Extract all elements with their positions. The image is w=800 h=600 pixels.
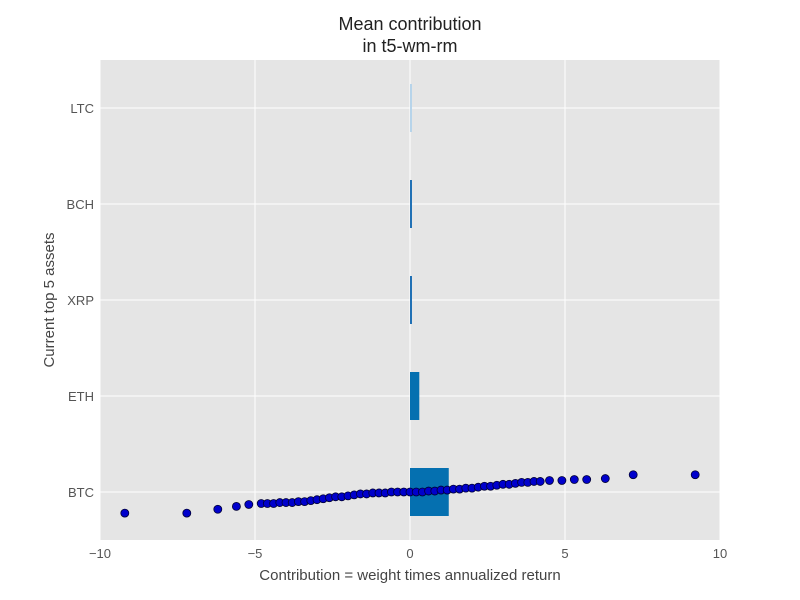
- scatter-point: [628, 470, 638, 480]
- y-tick-label: LTC: [70, 101, 94, 116]
- x-tick-label: 5: [561, 546, 568, 561]
- y-tick-label: BTC: [68, 485, 94, 500]
- y-tick-label: BCH: [67, 197, 94, 212]
- y-tick-label: ETH: [68, 389, 94, 404]
- x-tick-label: 10: [713, 546, 727, 561]
- scatter-point: [244, 500, 254, 509]
- x-tick-label: −5: [248, 546, 263, 561]
- chart-title-line2: in t5-wm-rm: [363, 36, 458, 56]
- x-tick-label: −10: [89, 546, 111, 561]
- chart-title-line1: Mean contribution: [338, 14, 481, 34]
- bar-eth: [410, 372, 420, 420]
- scatter-points: [120, 470, 700, 518]
- scatter-point: [231, 501, 241, 511]
- scatter-point: [582, 475, 592, 484]
- scatter-point: [569, 475, 579, 484]
- scatter-point: [213, 504, 223, 514]
- scatter-point: [535, 477, 545, 486]
- bar-ltc: [410, 84, 412, 132]
- scatter-point: [690, 470, 700, 480]
- y-axis-label: Current top 5 assets: [41, 232, 58, 367]
- x-axis-label: Contribution = weight times annualized r…: [259, 567, 560, 584]
- bar-bch: [410, 180, 412, 228]
- bar-xrp: [410, 276, 412, 324]
- scatter-point: [557, 476, 567, 485]
- y-tick-labels: LTC BCH XRP ETH BTC: [67, 101, 94, 500]
- scatter-point: [600, 474, 610, 483]
- scatter-point: [120, 508, 130, 518]
- y-tick-label: XRP: [67, 293, 94, 308]
- scatter-point: [182, 508, 192, 518]
- x-tick-labels: −10 −5 0 5 10: [89, 546, 727, 561]
- scatter-point: [545, 476, 554, 485]
- x-tick-label: 0: [406, 546, 413, 561]
